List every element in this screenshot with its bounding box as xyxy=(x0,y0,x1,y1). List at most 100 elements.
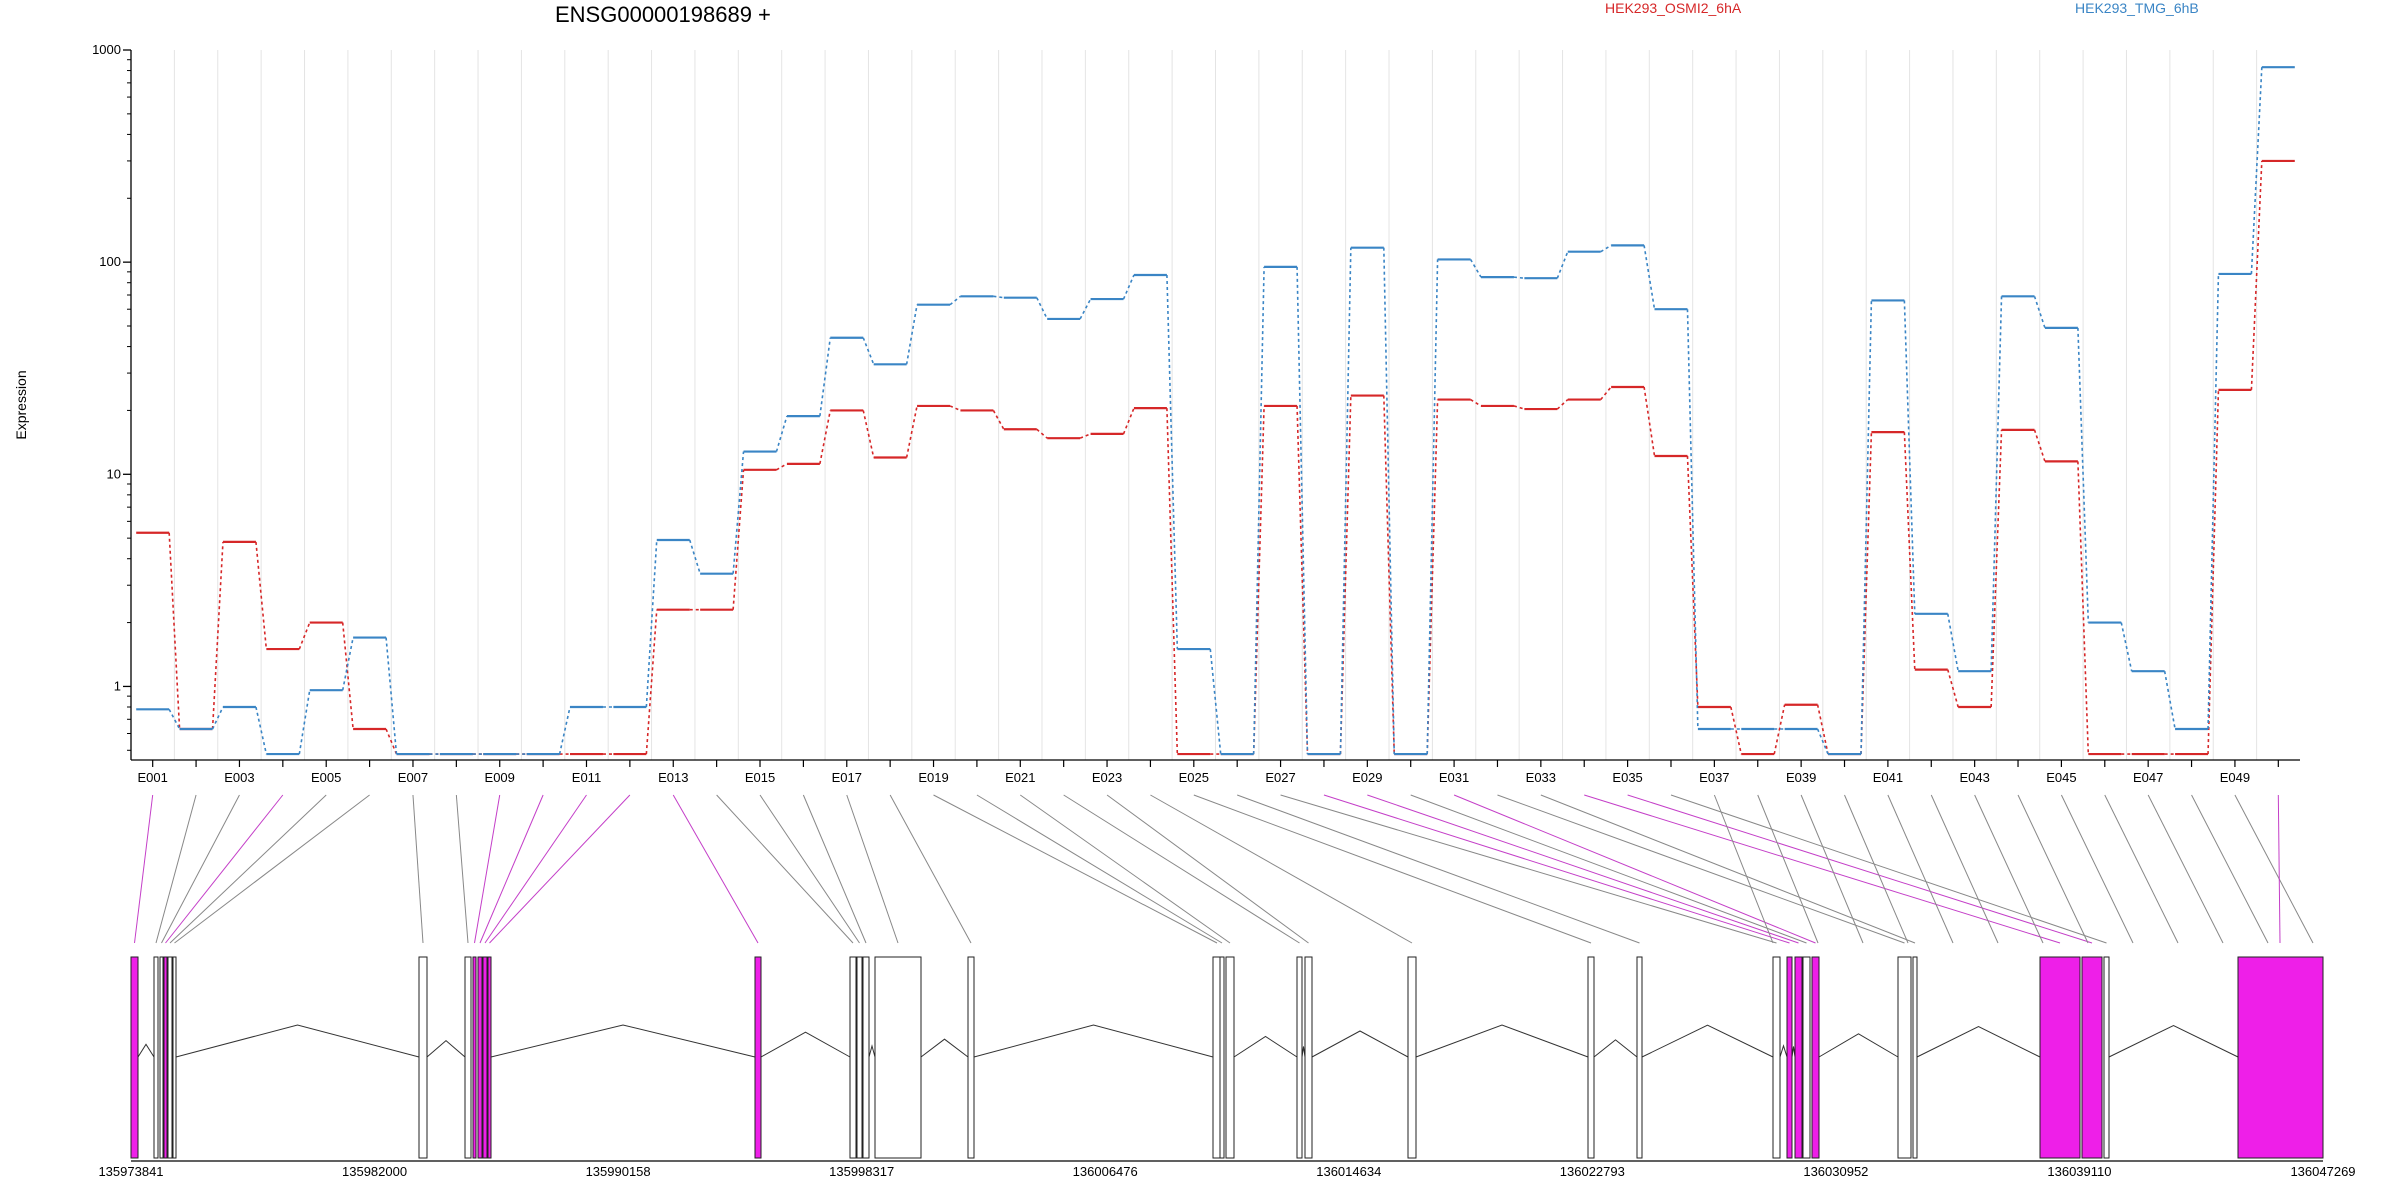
exon-box xyxy=(1219,956,1225,1159)
intron xyxy=(1641,1024,1774,1058)
series-riser xyxy=(211,706,224,730)
x-tick-label: E009 xyxy=(485,770,515,785)
series-riser xyxy=(2077,461,2090,755)
exon-box xyxy=(159,956,164,1159)
series-riser xyxy=(298,622,311,650)
series-riser xyxy=(1426,399,1439,755)
x-tick-label: E019 xyxy=(918,770,948,785)
exon-connector xyxy=(2060,794,2134,944)
exon-box xyxy=(1912,956,1918,1159)
grid-lines xyxy=(173,50,2258,760)
series-riser xyxy=(2207,389,2220,755)
exon-box xyxy=(754,956,762,1159)
intron xyxy=(1593,1039,1638,1058)
series-riser xyxy=(1166,408,1179,755)
series-riser xyxy=(905,405,918,458)
x-tick-label: E031 xyxy=(1439,770,1469,785)
exon-connector xyxy=(1974,794,2044,944)
series-riser xyxy=(776,463,788,471)
exon-box xyxy=(856,956,863,1159)
x-tick-label: E039 xyxy=(1786,770,1816,785)
series-riser xyxy=(168,532,181,730)
x-tick-label: E013 xyxy=(658,770,688,785)
genomic-position-label: 136022793 xyxy=(1560,1164,1625,1179)
exon-box xyxy=(862,956,870,1159)
exon-box xyxy=(163,956,168,1159)
intron xyxy=(1818,1033,1899,1058)
series-riser xyxy=(819,337,832,417)
genomic-position-axis: 135973841 135982000 135990158 135998317 1360… xyxy=(98,1160,2356,1179)
exon-connector xyxy=(474,794,501,944)
genomic-position-label: 136047269 xyxy=(2290,1164,2355,1179)
exon-connector xyxy=(933,794,1218,944)
exon-connector xyxy=(976,794,1223,944)
x-tick-label: E011 xyxy=(572,770,601,785)
exon-connector xyxy=(1930,794,1999,944)
y-axis-label: Expression xyxy=(13,370,29,439)
exon-box xyxy=(849,956,857,1159)
intron xyxy=(1779,1044,1788,1058)
exon-box xyxy=(2081,956,2103,1159)
exon-box xyxy=(487,956,492,1159)
exon-connector xyxy=(1150,794,1413,944)
exon-connector xyxy=(1106,794,1309,944)
series-riser xyxy=(211,541,224,730)
exon-box xyxy=(2103,956,2110,1159)
series-riser xyxy=(645,609,658,755)
exon-box xyxy=(153,956,159,1159)
exon-connector xyxy=(1280,794,1777,944)
x-tick-label: E049 xyxy=(2220,770,2250,785)
exon-connector xyxy=(134,794,154,944)
exon-connector xyxy=(2017,794,2089,944)
series-riser xyxy=(1903,432,1916,670)
exon-connector xyxy=(802,794,867,944)
exon-connector xyxy=(2104,794,2179,944)
exon-connector xyxy=(1844,794,1909,944)
genomic-position-label: 135982000 xyxy=(342,1164,407,1179)
x-tick-label: E035 xyxy=(1612,770,1642,785)
series-riser xyxy=(1470,398,1482,407)
series-riser xyxy=(1946,613,1959,672)
genomic-position-label: 135973841 xyxy=(98,1164,163,1179)
exon-connector xyxy=(1410,794,1807,944)
exon-connector xyxy=(2191,794,2269,944)
x-tick-label: E003 xyxy=(224,770,254,785)
exon-connector xyxy=(165,794,284,944)
exon-connector xyxy=(169,794,327,944)
exon-connector xyxy=(155,794,197,944)
series-riser xyxy=(385,728,398,755)
exon-connector xyxy=(1497,794,1905,944)
x-tick-label: E045 xyxy=(2046,770,2076,785)
x-tick-label: E007 xyxy=(398,770,428,785)
series-riser xyxy=(1816,704,1829,755)
exon-connector xyxy=(889,794,972,944)
series-riser xyxy=(1556,251,1569,279)
exon-box xyxy=(472,956,477,1159)
exon-box xyxy=(1587,956,1595,1159)
exon-connector xyxy=(1193,794,1592,944)
x-tick-label: E001 xyxy=(138,770,168,785)
x-tick-label: E037 xyxy=(1699,770,1729,785)
exon-connector xyxy=(1887,794,1954,944)
series-riser xyxy=(1600,244,1612,253)
genomic-position-label: 136030952 xyxy=(1803,1164,1868,1179)
exon-connector xyxy=(1453,794,1816,944)
gene-model xyxy=(130,956,2324,1159)
series-riser xyxy=(2250,67,2263,274)
intron xyxy=(1415,1024,1589,1058)
series-riser xyxy=(732,451,745,574)
exon-connector xyxy=(2147,794,2224,944)
x-axis: E001 E003 E005 E007 E009 E011 E013 E015 E017 E019… xyxy=(131,759,2300,785)
intron xyxy=(426,1040,466,1058)
exon-connector xyxy=(1800,794,1864,944)
exon-connector xyxy=(174,794,370,944)
x-tick-label: E015 xyxy=(745,770,775,785)
exon-connector xyxy=(455,794,469,944)
series-riser xyxy=(1600,386,1612,401)
exon-box xyxy=(1794,956,1803,1159)
y-tick-label: 10 xyxy=(107,466,121,481)
series-riser xyxy=(1036,428,1048,439)
x-tick-label: E005 xyxy=(311,770,341,785)
series-lines xyxy=(136,66,2295,756)
